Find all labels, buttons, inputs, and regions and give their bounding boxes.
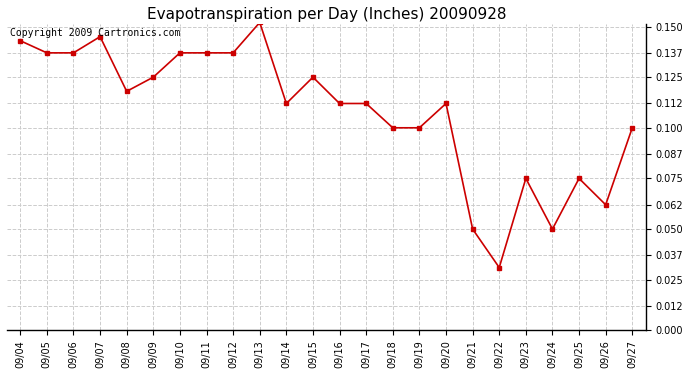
Text: Copyright 2009 Cartronics.com: Copyright 2009 Cartronics.com [10,27,181,38]
Title: Evapotranspiration per Day (Inches) 20090928: Evapotranspiration per Day (Inches) 2009… [146,7,506,22]
